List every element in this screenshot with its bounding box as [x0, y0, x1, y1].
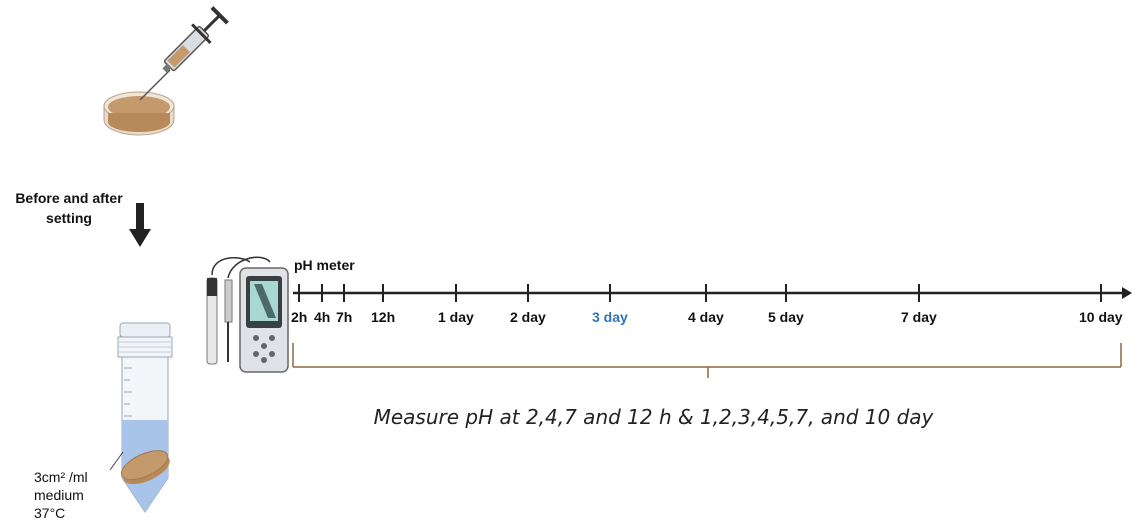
timeline-tick-label: 5 day — [768, 309, 804, 325]
petri-dish-icon — [103, 91, 175, 136]
measurement-bracket — [292, 343, 1122, 378]
ph-meter-label: pH meter — [294, 257, 355, 273]
before-after-label: Before and after setting — [15, 190, 123, 226]
down-arrow-icon — [129, 203, 151, 247]
timeline-tick-label: 12h — [371, 309, 396, 325]
timeline-tick-label: 7 day — [901, 309, 937, 325]
falcon-tube-icon — [109, 322, 173, 513]
timeline-tick-label: 1 day — [438, 309, 474, 325]
syringe-icon — [139, 6, 229, 101]
timeline-tick-label: 2 day — [510, 309, 546, 325]
tube-medium-text: medium — [34, 487, 84, 503]
measure-caption: Measure pH at 2,4,7 and 12 h & 1,2,3,4,5… — [373, 405, 934, 429]
tube-conditions-label: 3cm² /ml medium 37°C — [34, 468, 88, 522]
timeline-axis — [293, 287, 1132, 299]
timeline-tick-label: 4h — [314, 309, 331, 325]
tube-ratio-text: 3cm² /ml — [34, 469, 88, 485]
timeline-tick-label: 7h — [336, 309, 353, 325]
timeline-tick-label: 10 day — [1079, 309, 1123, 325]
ph-meter-icon — [206, 256, 289, 373]
timeline-tick-label: 4 day — [688, 309, 724, 325]
timeline-tick-label: 3 day — [592, 309, 628, 325]
timeline-tick-label: 2h — [291, 309, 308, 325]
tube-temperature-text: 37°C — [34, 505, 66, 521]
timeline-ticks — [298, 284, 1102, 302]
